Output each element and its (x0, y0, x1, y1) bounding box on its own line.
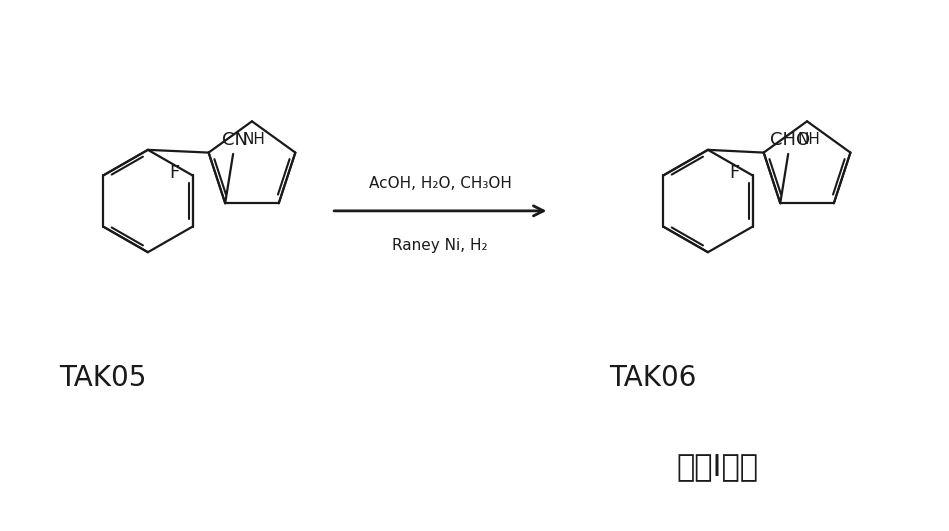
Text: TAK06: TAK06 (609, 364, 697, 392)
Text: TAK05: TAK05 (59, 364, 146, 392)
Text: AcOH, H₂O, CH₃OH: AcOH, H₂O, CH₃OH (369, 176, 512, 191)
Text: 式（I）。: 式（I）。 (677, 452, 759, 481)
Text: NH: NH (243, 132, 266, 147)
Text: CN: CN (222, 131, 248, 149)
Text: F: F (170, 165, 179, 183)
Text: Raney Ni, H₂: Raney Ni, H₂ (393, 238, 488, 253)
Text: F: F (730, 165, 740, 183)
Text: CHO: CHO (770, 131, 810, 149)
Text: NH: NH (797, 132, 821, 147)
